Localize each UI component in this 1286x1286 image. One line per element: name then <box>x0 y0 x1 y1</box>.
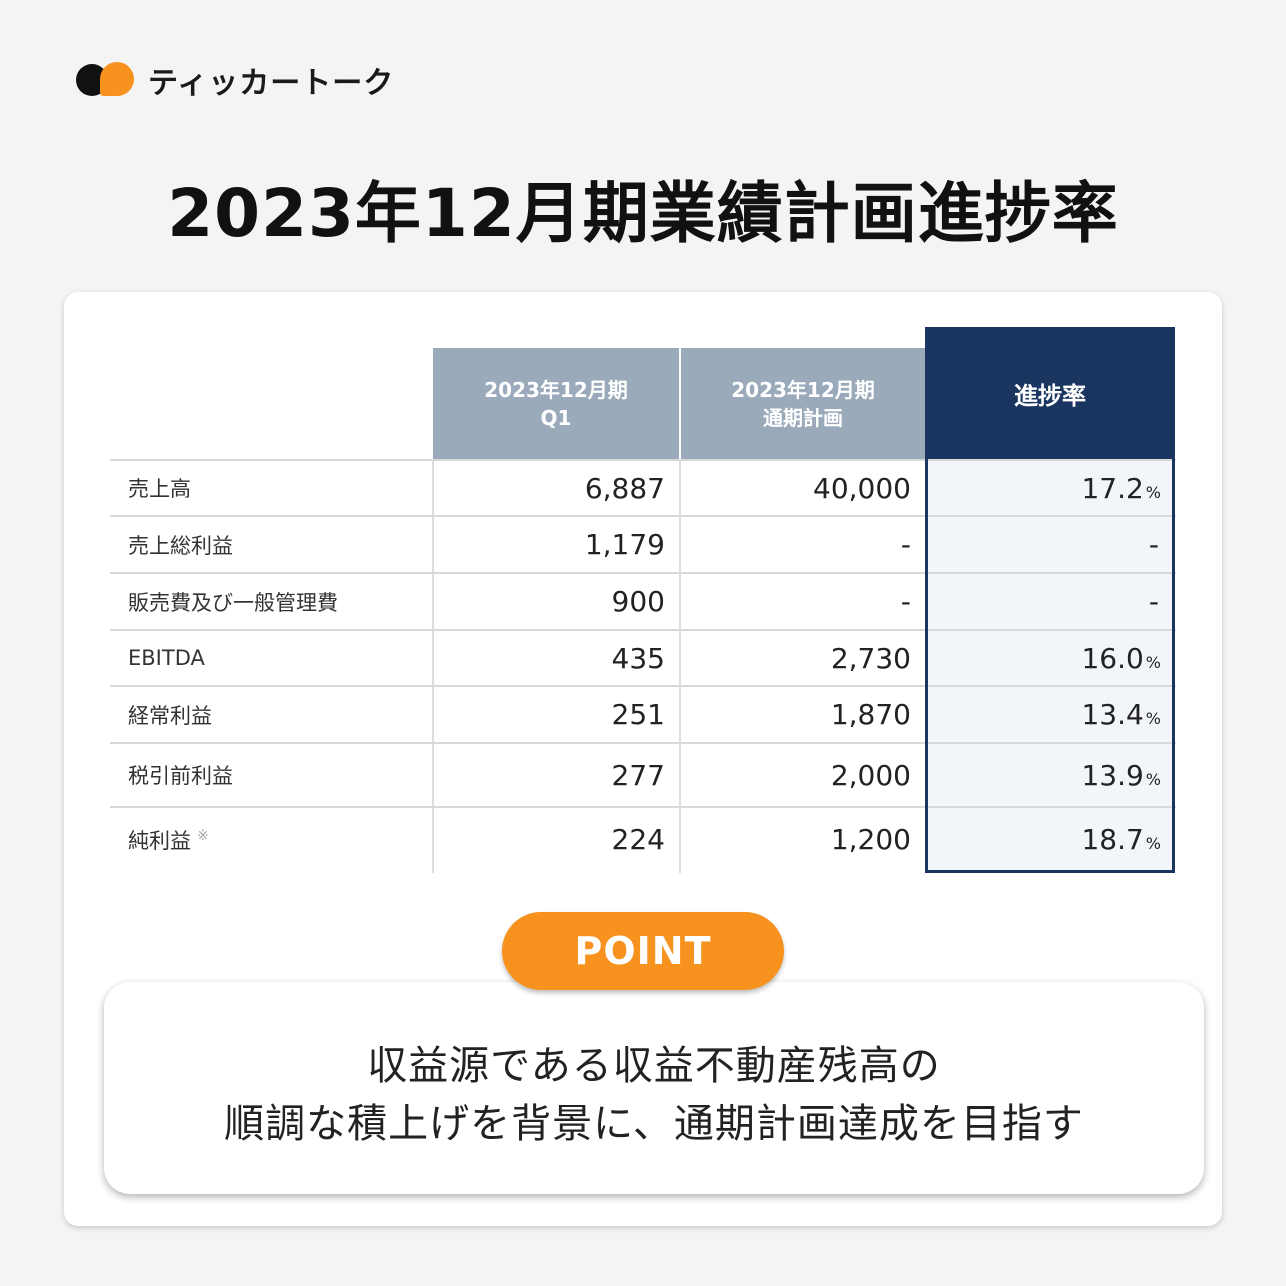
brand-logo: ティッカートーク <box>76 58 394 102</box>
percent-sign: % <box>1145 652 1161 672</box>
row-q1-value: 251 <box>611 698 665 731</box>
row-q1-value: 1,179 <box>584 528 665 561</box>
row-label: 純利益 <box>128 828 191 853</box>
percent-sign: % <box>1145 834 1161 853</box>
row-label: 税引前利益 <box>128 764 233 788</box>
divider <box>432 460 434 873</box>
point-text-line2: 順調な積上げを背景に、通期計画達成を目指す <box>224 1101 1084 1147</box>
rate-column-bg <box>925 460 1175 872</box>
rate-number: - <box>1148 528 1159 561</box>
header-plan-period: 2023年12月期 <box>731 378 875 402</box>
brand-name: ティッカートーク <box>148 66 395 101</box>
point-box: 収益源である収益不動産残高の 順調な積上げを背景に、通期計画達成を目指す <box>104 982 1204 1194</box>
logo-icon <box>76 60 136 100</box>
point-badge: POINT <box>502 912 784 990</box>
row-label: 経常利益 <box>128 703 212 728</box>
header-q1-period: 2023年12月期 <box>484 378 628 402</box>
percent-sign: % <box>1145 769 1161 789</box>
divider <box>679 460 681 873</box>
point-text-line1: 収益源である収益不動産残高の <box>367 1043 941 1089</box>
row-rate-value: 16.0% <box>925 631 1175 685</box>
rate-number: 13.9 <box>1081 758 1144 792</box>
row-rate-value: 17.2% <box>925 461 1175 515</box>
header-plan: 2023年12月期 通期計画 <box>681 348 925 460</box>
row-q1-value: 224 <box>611 823 665 856</box>
rate-number: 16.0 <box>1081 641 1144 675</box>
row-rate-value: 13.9% <box>925 744 1175 806</box>
header-q1: 2023年12月期 Q1 <box>433 348 679 460</box>
percent-sign: % <box>1145 482 1161 502</box>
header-rate: 進捗率 <box>925 327 1175 460</box>
row-q1-value: 435 <box>611 641 665 675</box>
row-plan-value: 2,000 <box>830 758 911 792</box>
rate-number: 18.7 <box>1081 823 1144 856</box>
header-plan-label: 通期計画 <box>763 406 843 430</box>
note-mark: ※ <box>197 827 209 844</box>
row-divider <box>110 685 1176 687</box>
rate-number: 17.2 <box>1081 471 1144 505</box>
row-plan-value: 1,200 <box>830 823 911 856</box>
page-title: 2023年12月期業績計画進捗率 <box>167 175 1119 252</box>
row-rate-value: - <box>925 517 1175 572</box>
progress-table: 2023年12月期 Q1 2023年12月期 通期計画 進捗率 売上高 6,88… <box>110 327 1176 873</box>
row-rate-value: 13.4% <box>925 687 1175 742</box>
row-label: 売上総利益 <box>128 533 233 558</box>
row-label: EBITDA <box>128 646 205 670</box>
row-plan-value: - <box>900 585 911 618</box>
row-rate-value: - <box>925 574 1175 629</box>
row-plan-value: - <box>900 528 911 561</box>
row-divider <box>110 806 1176 808</box>
row-rate-value: 18.7% <box>925 808 1175 871</box>
row-label-container: 純利益 ※ <box>110 808 432 871</box>
row-q1-value: 277 <box>611 758 665 792</box>
percent-sign: % <box>1145 709 1161 728</box>
rate-number: - <box>1148 585 1159 618</box>
row-divider <box>110 459 1176 461</box>
row-divider <box>110 515 1176 517</box>
rate-number: 13.4 <box>1081 698 1144 731</box>
row-plan-value: 1,870 <box>830 698 911 731</box>
row-plan-value: 40,000 <box>813 471 911 505</box>
row-q1-value: 6,887 <box>584 471 665 505</box>
row-label: 販売費及び一般管理費 <box>128 590 338 615</box>
row-divider <box>110 629 1176 631</box>
header-q1-quarter: Q1 <box>540 406 572 430</box>
row-label: 売上高 <box>128 477 191 501</box>
row-q1-value: 900 <box>611 585 665 618</box>
row-plan-value: 2,730 <box>830 641 911 675</box>
row-divider <box>110 742 1176 744</box>
row-divider <box>110 572 1176 574</box>
